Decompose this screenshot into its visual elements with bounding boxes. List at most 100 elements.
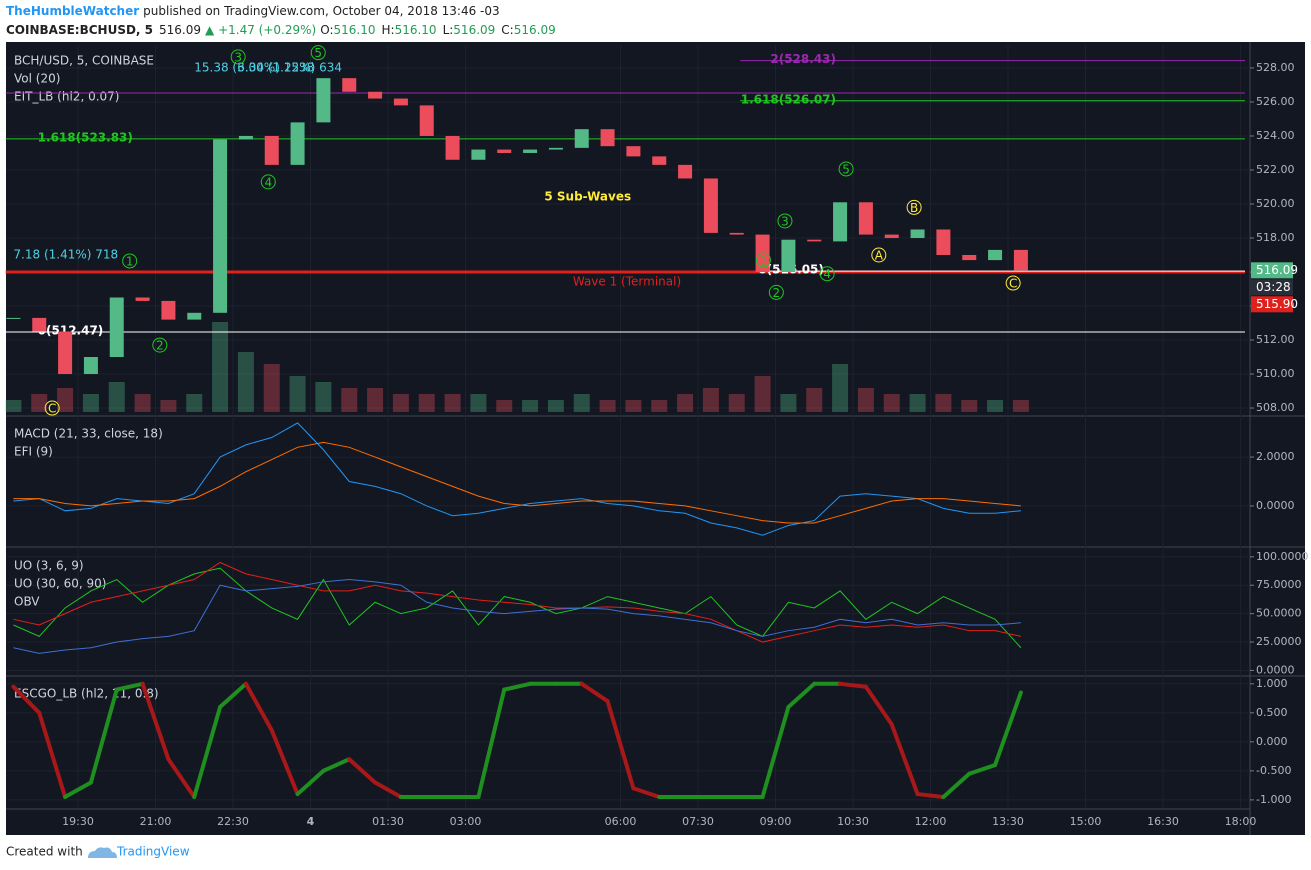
wave-marker: [838, 161, 854, 177]
candle: [342, 78, 357, 92]
volume-bar: [857, 388, 874, 412]
annotation: 5 Sub-Waves: [544, 190, 631, 204]
wave-label: C: [48, 402, 56, 416]
volume-bar: [57, 388, 74, 412]
candle: [213, 139, 228, 313]
oscillator-segment: [295, 768, 326, 797]
price-tag: [1251, 296, 1293, 313]
wave-marker: [906, 199, 922, 215]
x-tick-label: 16:30: [1147, 815, 1179, 828]
candle: [238, 135, 253, 140]
footer-created: Created with: [6, 845, 83, 859]
volume-bar: [392, 394, 409, 412]
oscillator-segment: [941, 771, 972, 799]
wave-label: 4: [264, 175, 272, 189]
oscillator-segment: [11, 684, 42, 715]
header-line-2: COINBASE:BCHUSD, 5 516.09 ▲ +1.47 (+0.29%)…: [6, 23, 556, 37]
volume-bar: [289, 376, 306, 412]
wave-label: 5: [842, 162, 850, 176]
price-tag-label: 03:28: [1256, 280, 1291, 294]
oscillator-segment: [321, 757, 352, 773]
candle: [497, 149, 512, 153]
y-tick-label: 510.00: [1256, 367, 1295, 380]
oscillator-segment: [476, 687, 507, 799]
indicator-legend: MACD (21, 33, close, 18): [14, 427, 163, 441]
wave-marker: [260, 174, 276, 190]
volume-bar: [108, 382, 125, 412]
indicator-legend: UO (3, 6, 9): [14, 559, 84, 573]
x-tick-label: 13:30: [992, 815, 1024, 828]
indicator-legend: ESCGO_LB (hl2, 21, 0.8): [14, 687, 159, 701]
candle: [393, 98, 408, 106]
volume-bar: [212, 322, 229, 412]
volume-bar: [780, 394, 797, 412]
candle: [58, 331, 73, 375]
change: ▲ +1.47 (+0.29%): [205, 23, 316, 37]
volume-bar: [263, 364, 280, 412]
indicator-line: [13, 561, 1022, 643]
volume-bar: [237, 352, 254, 412]
wave-marker: [122, 253, 138, 269]
volume-bar: [82, 394, 99, 412]
x-tick-label: 06:00: [605, 815, 637, 828]
oscillator-segment: [63, 780, 93, 799]
candle: [290, 122, 305, 165]
wave-marker: [44, 400, 60, 416]
oscillator-segment: [166, 757, 197, 799]
published: published on TradingView.com, October 04…: [143, 4, 500, 18]
x-tick-label: 07:30: [682, 815, 714, 828]
author[interactable]: TheHumbleWatcher: [6, 4, 139, 18]
level-label: 1.618(526.07): [741, 92, 836, 106]
y-tick-label: 1.000: [1256, 677, 1288, 690]
candle: [368, 91, 383, 99]
level-label: Wave 1 (Terminal): [573, 274, 681, 288]
wave-marker: [230, 49, 246, 65]
candle: [187, 312, 202, 320]
oscillator-segment: [269, 728, 300, 797]
oscillator-segment: [786, 681, 817, 710]
symbol: COINBASE:BCHUSD, 5: [6, 23, 153, 37]
oscillator-segment: [218, 681, 248, 710]
wave-label: 4: [823, 267, 831, 281]
volume-bar: [728, 394, 745, 412]
wave-label: C: [1009, 277, 1017, 291]
y-tick-label: 0.0000: [1256, 663, 1295, 676]
y-tick-label: -1.000: [1256, 793, 1291, 806]
y-tick-label: 508.00: [1256, 401, 1295, 414]
candle: [962, 254, 977, 261]
oscillator-segment: [88, 687, 119, 785]
ohlc-value: 516.09: [514, 23, 556, 37]
indicator-legend: BCH/USD, 5, COINBASE: [14, 54, 154, 68]
oscillator-segment: [889, 722, 920, 797]
volume-bar: [651, 400, 668, 412]
y-tick-label: 0.000: [1256, 735, 1288, 748]
candle: [419, 105, 434, 136]
candle: [600, 129, 615, 147]
volume-bar: [444, 394, 461, 412]
wave-marker: [871, 247, 887, 263]
volume-bar: [883, 394, 900, 412]
oscillator-segment: [373, 780, 403, 799]
annotation: 6.34 (1.22%) 634: [237, 60, 342, 74]
annotation: 7.18 (1.41%) 718: [13, 247, 118, 261]
y-tick-label: 512.00: [1256, 333, 1295, 346]
y-tick-label: 526.00: [1256, 95, 1295, 108]
indicator-line: [13, 422, 1021, 536]
candle: [936, 229, 951, 255]
volume-bar: [625, 400, 642, 412]
footer-brand[interactable]: TradingView: [116, 845, 190, 859]
y-tick-label: 0.0000: [1256, 499, 1295, 512]
x-tick-label: 22:30: [217, 815, 249, 828]
oscillator-segment: [760, 705, 791, 799]
level-label: 2(528.43): [770, 52, 836, 66]
volume-bar: [1012, 400, 1029, 412]
x-tick-label: 01:30: [372, 815, 404, 828]
oscillator-segment: [579, 681, 610, 704]
volume-bar: [961, 400, 978, 412]
candle: [471, 149, 486, 160]
candle: [652, 156, 667, 165]
candle: [1013, 249, 1028, 271]
candle: [135, 297, 150, 301]
volume-bar: [5, 400, 22, 412]
